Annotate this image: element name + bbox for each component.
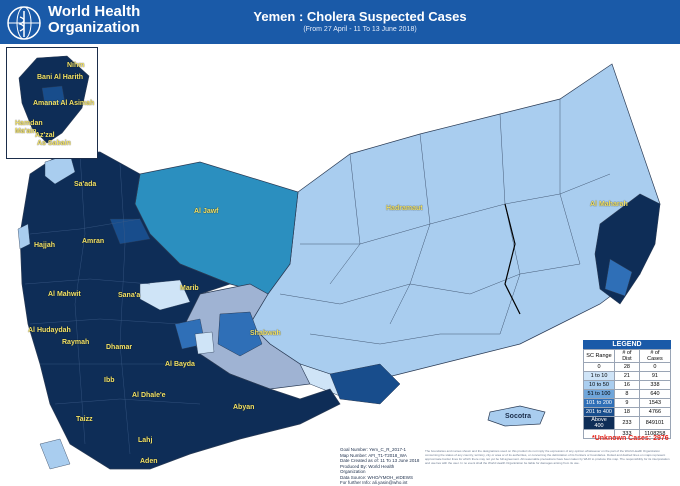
region-socotra [487, 405, 546, 427]
legend-range: Above 400 [583, 416, 615, 430]
region-shabwah-dark [217, 311, 263, 357]
info-line: Map Number: AFI_T1-T2018_WA [340, 452, 407, 458]
info-line: Produced By: World Health Organization [340, 463, 395, 475]
info-line: Goal Number: Yem_C_R_2017-1 [340, 447, 407, 452]
legend-range: 0 [583, 362, 615, 372]
header-bar: World Health Organization Yemen : Choler… [0, 0, 680, 44]
label-saada: Sa'ada [74, 181, 97, 188]
legend-case-count: 849101 [638, 416, 672, 430]
map-title: Yemen : Cholera Suspected Cases [253, 9, 467, 24]
west-district-lines [24, 153, 201, 455]
legend-dist-count: 233 [614, 416, 640, 430]
region-hadramaut [249, 63, 661, 385]
label-abyan: Abyan [233, 404, 255, 411]
inset-label-hamdan: Hamdan [15, 120, 43, 127]
inset-label-bani-al-harith: Bani Al Harith [37, 74, 84, 81]
org-line-1: World Health [48, 3, 141, 20]
legend-range [583, 429, 615, 439]
label-ibb: Ibb [104, 377, 115, 384]
label-sanaa: Sana'a [118, 292, 141, 299]
governorate-boundary [504, 203, 521, 315]
region-dhamar-light [194, 331, 215, 355]
legend-dist-count: 18 [614, 407, 640, 417]
map-info: Goal Number: Yem_C_R_2017-1 Map Number: … [340, 447, 420, 486]
legend-case-count: 1108258 [638, 429, 672, 439]
inset-label-amanat-al-asimah: Amanat Al Asimah [33, 100, 95, 107]
label-hajjah: Hajjah [34, 242, 56, 249]
legend-header-row: SC Range # of Dist # of Cases [583, 349, 672, 363]
legend-header-range: SC Range [583, 349, 615, 363]
label-socotra: Socotra [505, 413, 532, 420]
label-lahj: Lahj [138, 437, 153, 444]
inset-label-as-sabain: As Sabain [37, 140, 71, 147]
info-line: Date Created as of: 11 To 13 June 2018 [340, 458, 420, 463]
org-name: World Health Organization [48, 4, 140, 36]
legend-case-count: 91 [638, 371, 672, 381]
legend-case-count: 4766 [638, 407, 672, 417]
region-al-maharah-mid [604, 258, 633, 297]
label-amran: Amran [82, 238, 105, 245]
disclaimer: The boundaries and names shown and the d… [425, 449, 670, 465]
legend-dist-count: 28 [614, 362, 640, 372]
legend-dist-count: 8 [614, 389, 640, 399]
label-al-hudaydah: Al Hudaydah [28, 327, 71, 334]
legend-range: 51 to 100 [583, 389, 615, 399]
legend: LEGEND SC Range # of Dist # of Cases 0 28… [583, 340, 672, 439]
inset-map-shape [18, 55, 90, 144]
label-hadramaut: Hadramaut [386, 205, 423, 212]
legend-range: 10 to 50 [583, 380, 615, 390]
region-hajjah-coast-light [17, 223, 31, 250]
inset-map: Nihm Bani Al Harith Amanat Al Asimah Ham… [6, 47, 98, 159]
legend-case-count: 640 [638, 389, 672, 399]
legend-body: 0 28 0 1 to 10 21 91 10 to 50 16 338 51 to 100 8 64… [583, 362, 672, 439]
legend-header-dist: # of Dist [614, 349, 640, 363]
legend-case-count: 1543 [638, 398, 672, 408]
legend-header-cases: # of Cases [638, 349, 672, 363]
label-aden: Aden [140, 458, 158, 465]
legend-dist-count: 16 [614, 380, 640, 390]
legend-row: 101 to 200 9 1543 [583, 398, 672, 408]
legend-row: 0 28 0 [583, 362, 672, 372]
legend-table: SC Range # of Dist # of Cases 0 28 0 1 to 1… [583, 349, 672, 439]
legend-row: 1 to 10 21 91 [583, 371, 672, 381]
label-marib: Marib [180, 285, 199, 292]
legend-row: 333 1108258 [583, 429, 672, 439]
region-amran-mid [109, 218, 151, 245]
region-aden-light [39, 438, 71, 470]
district-lines [279, 99, 611, 345]
label-al-bayda: Al Bayda [165, 361, 195, 368]
inset-label-maain: Ma'ain [15, 128, 37, 135]
label-raymah: Raymah [62, 339, 90, 346]
label-al-jawf: Al Jawf [194, 208, 219, 215]
label-shabwah: Shabwah [250, 330, 281, 337]
legend-case-count: 338 [638, 380, 672, 390]
legend-title: LEGEND [583, 340, 671, 349]
label-al-maharah: Al Maharah [590, 201, 628, 208]
inset-label-azzal: Az'zal [35, 132, 55, 139]
legend-row: 201 to 400 18 4766 [583, 407, 672, 417]
label-al-mahwit: Al Mahwit [48, 291, 81, 298]
region-shabwah-coast [329, 363, 401, 405]
region-west-dark [19, 151, 341, 470]
region-marib-light [139, 279, 191, 311]
label-taizz: Taizz [76, 416, 93, 423]
legend-range: 101 to 200 [583, 398, 615, 408]
org-line-2: Organization [48, 19, 140, 36]
legend-range: 1 to 10 [583, 371, 615, 381]
label-al-dhalee: Al Dhale'e [132, 392, 166, 399]
legend-dist-count: 21 [614, 371, 640, 381]
label-dhamar: Dhamar [106, 344, 133, 351]
info-line: Data Source: WHO/YMOH_eIDEWS [340, 474, 414, 480]
legend-range: 201 to 400 [583, 407, 615, 417]
legend-dist-count: 9 [614, 398, 640, 408]
yemen-map [17, 63, 661, 470]
unknown-cases: *Unknown Cases: 2976 [592, 435, 669, 442]
legend-row: Above 400 233 849101 [583, 416, 672, 430]
legend-case-count: 0 [638, 362, 672, 372]
map-subtitle: (From 27 April - 11 To 13 June 2018) [303, 26, 417, 33]
legend-row: 10 to 50 16 338 [583, 380, 672, 390]
inset-label-nihm: Nihm [67, 62, 85, 69]
legend-row: 51 to 100 8 640 [583, 389, 672, 399]
who-logo-icon [7, 6, 41, 40]
